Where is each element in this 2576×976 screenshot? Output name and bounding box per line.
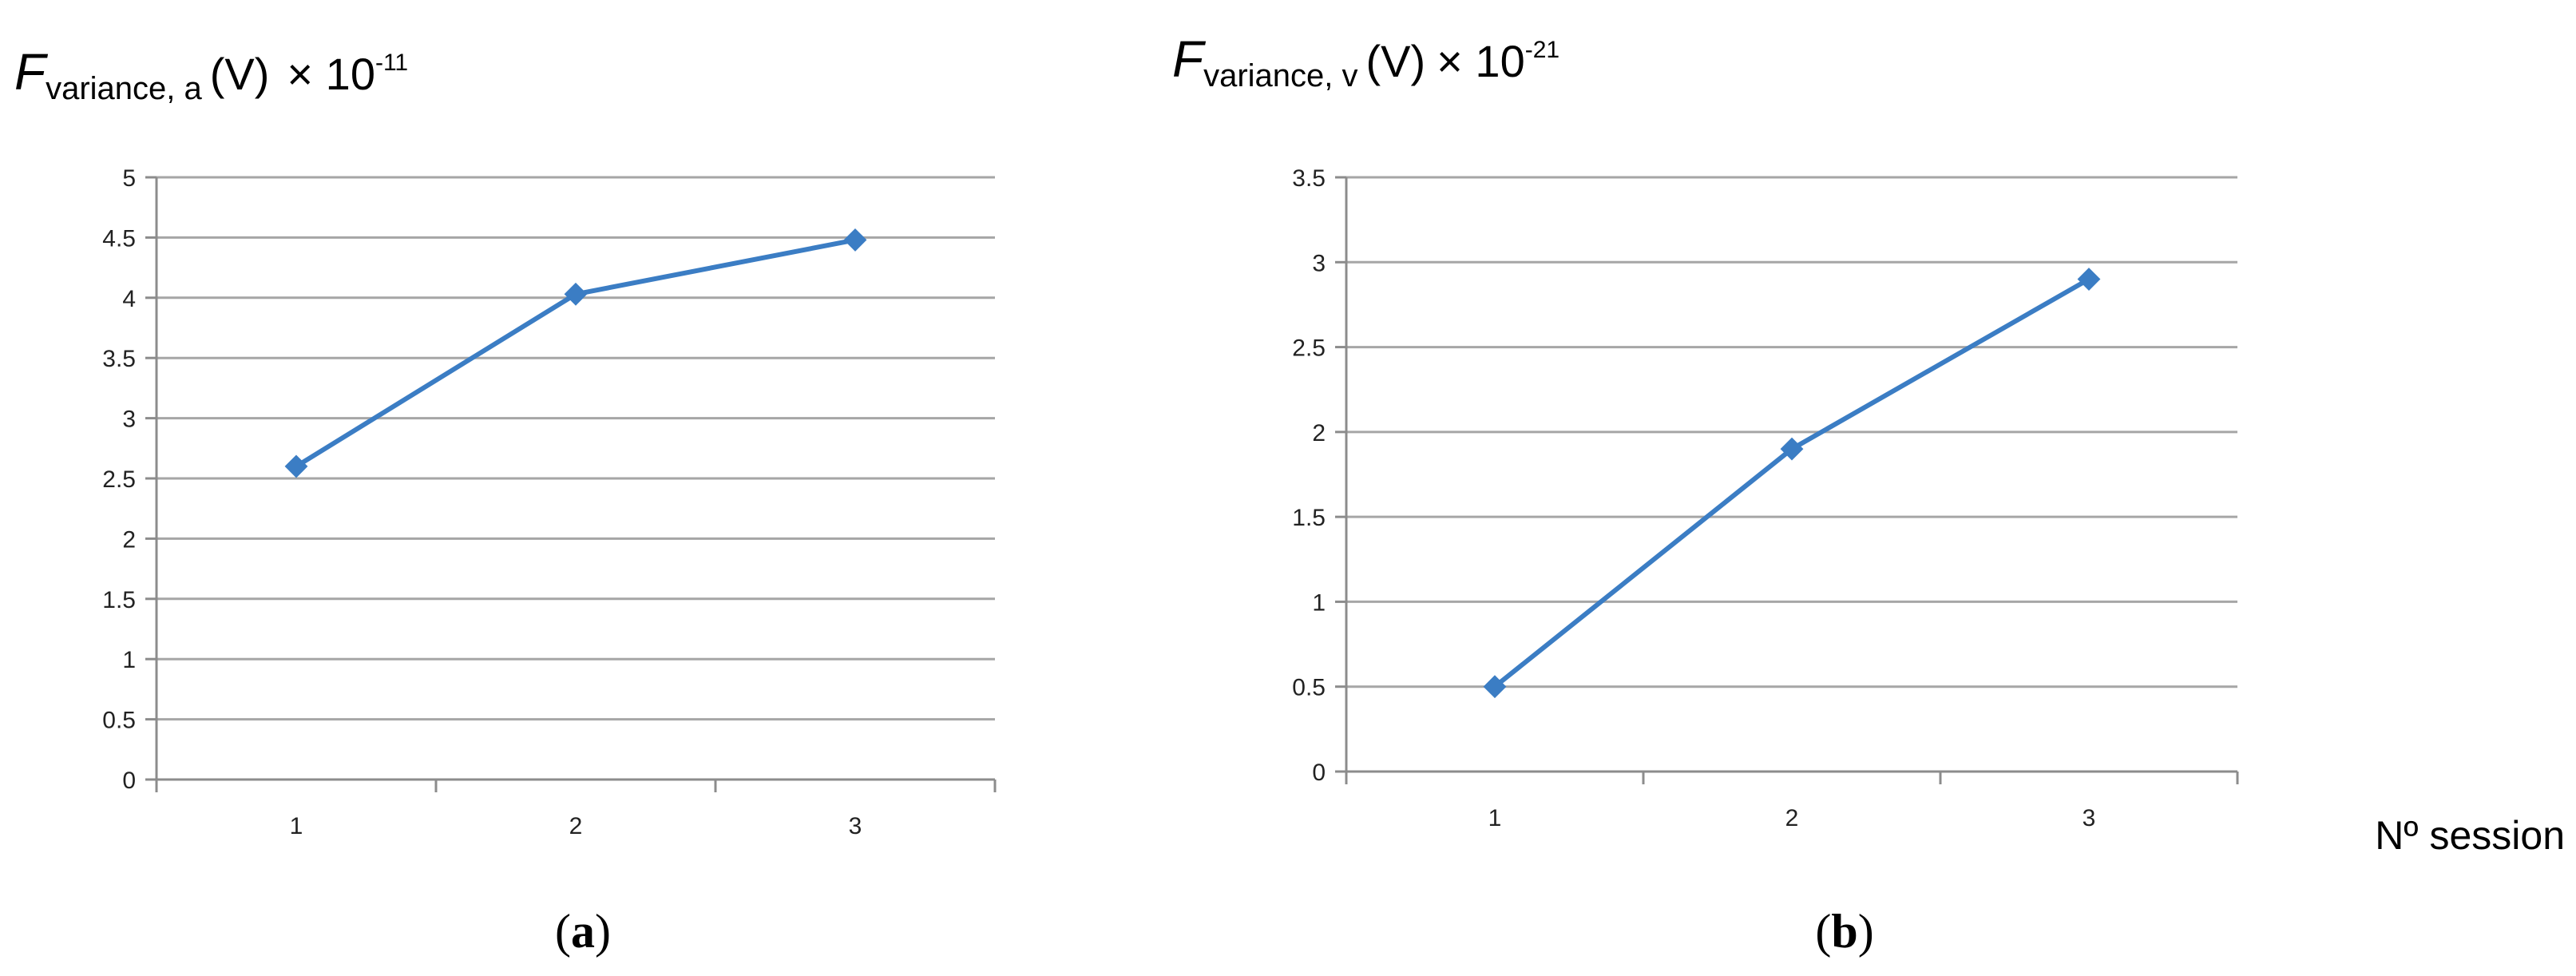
x-tick-label-b-1: 2 [1785, 805, 1799, 831]
panel-label-b-close: ) [1858, 905, 1874, 958]
x-tick-labels-a: 1 2 3 [290, 813, 862, 839]
data-point-b-0 [1483, 675, 1507, 699]
y-tick-label-a-5: 2.5 [102, 466, 136, 493]
x-tick-label-a-1: 2 [569, 813, 583, 839]
x-axis-title-b: Nº session [2375, 813, 2565, 858]
y-axis-exponent-b: -21 [1525, 37, 1559, 63]
x-tick-label-b-0: 1 [1488, 805, 1502, 831]
panel-label-a-letter: a [571, 905, 595, 958]
y-tick-label-a-3: 1.5 [102, 587, 136, 613]
y-tick-label-b-5: 2.5 [1292, 335, 1326, 362]
axes-b [1335, 176, 2239, 784]
y-tick-label-b-3: 1.5 [1292, 505, 1326, 531]
y-axis-unit-b: (V) [1366, 36, 1426, 86]
y-axis-unit-a: (V) [210, 49, 270, 99]
y-tick-label-a-8: 4 [122, 286, 136, 312]
x-tick-label-b-2: 3 [2083, 805, 2096, 831]
data-point-b-2 [2077, 268, 2101, 291]
panel-label-a: (a) [555, 905, 611, 958]
axes-a [145, 176, 997, 792]
y-tick-label-b-1: 0.5 [1292, 675, 1326, 701]
y-axis-subscript-a: variance, a [46, 71, 202, 106]
data-point-a-2 [843, 228, 867, 252]
y-tick-label-a-1: 0.5 [102, 708, 136, 734]
y-axis-title-a: Fvariance, a (V) × 10-11 [14, 43, 408, 106]
y-tick-label-a-6: 3 [122, 407, 136, 433]
chart-panel-a: Fvariance, a (V) × 10-11 0 0.5 1 1.5 2 2.5 3 3.5 4… [14, 43, 997, 958]
data-point-a-0 [284, 454, 308, 478]
y-tick-label-a-7: 3.5 [102, 346, 136, 372]
y-tick-label-a-2: 1 [122, 647, 136, 673]
data-point-b-1 [1780, 437, 1804, 461]
y-axis-exponent-a: -11 [375, 50, 408, 76]
y-tick-label-a-0: 0 [122, 768, 136, 794]
x-tick-label-a-2: 3 [849, 813, 862, 839]
panel-label-a-open: ( [555, 905, 571, 958]
gridlines-a [157, 176, 995, 721]
series-line-a-0 [295, 237, 856, 469]
y-tick-label-b-4: 2 [1312, 420, 1326, 446]
chart-panel-b: Fvariance, v (V) × 10-21 00.511.522.533.5 … [1172, 30, 2565, 958]
gridlines-b [1346, 176, 2237, 688]
series-line-b-0 [1493, 276, 2091, 689]
y-tick-labels-a: 0 0.5 1 1.5 2 2.5 3 3.5 4 4.5 5 [102, 165, 136, 794]
y-axis-symbol-b: F [1172, 30, 1207, 88]
panel-label-b-open: ( [1815, 905, 1831, 958]
series-b [1483, 268, 2101, 699]
panel-label-a-close: ) [595, 905, 611, 958]
y-tick-label-b-2: 1 [1312, 589, 1326, 616]
series-a [284, 228, 867, 478]
x-tick-labels-b: 1 2 3 [1488, 805, 2096, 831]
y-tick-label-b-0: 0 [1312, 760, 1326, 786]
y-tick-label-b-7: 3.5 [1292, 165, 1326, 192]
y-axis-symbol-a: F [14, 43, 49, 101]
y-tick-label-a-10: 5 [122, 165, 136, 192]
y-axis-multiplier-b: × 10 [1437, 36, 1525, 86]
panel-label-b: (b) [1815, 905, 1873, 958]
y-tick-label-a-4: 2 [122, 526, 136, 553]
y-tick-label-b-6: 3 [1312, 250, 1326, 276]
y-axis-title-b: Fvariance, v (V) × 10-21 [1172, 30, 1559, 93]
y-tick-labels-b: 0 0.5 1 1.5 2 2.5 3 3.5 [1292, 165, 1326, 786]
y-axis-multiplier-a: × 10 [287, 49, 375, 99]
x-tick-label-a-0: 1 [290, 813, 303, 839]
panel-label-b-letter: b [1831, 905, 1857, 958]
y-tick-label-a-9: 4.5 [102, 225, 136, 252]
data-point-a-1 [564, 282, 588, 306]
y-axis-subscript-b: variance, v [1203, 58, 1357, 93]
